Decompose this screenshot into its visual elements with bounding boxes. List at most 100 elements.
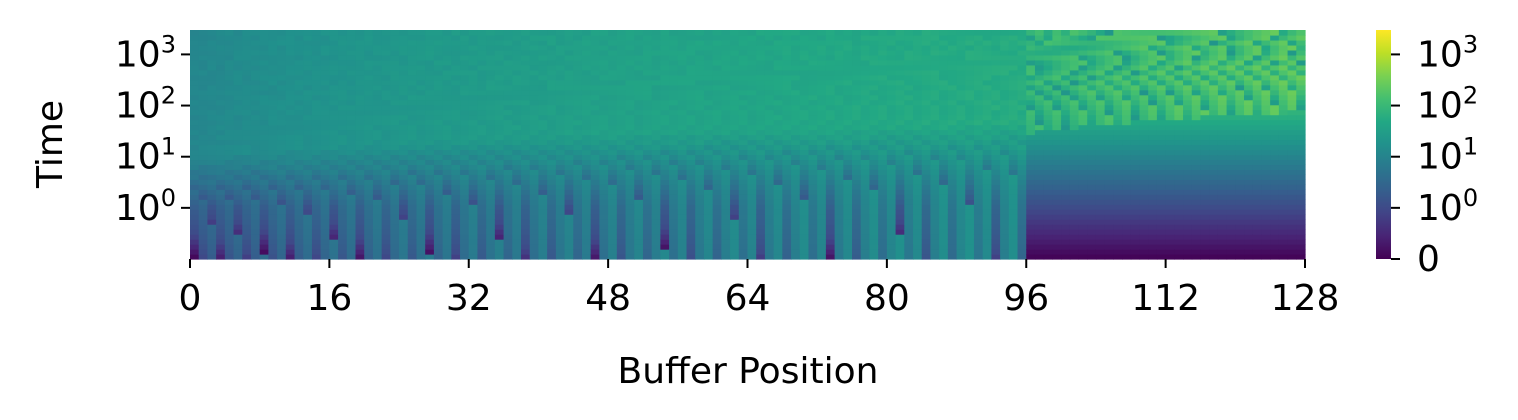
heatmap-cell [573,129,583,136]
heatmap-cell [878,64,888,71]
heatmap-cell [703,134,714,141]
heatmap-cell [1078,224,1088,230]
heatmap-cell [965,239,975,245]
heatmap-cell [268,239,278,245]
heatmap-cell [1034,119,1045,126]
heatmap-cell [930,169,940,175]
heatmap-cell [1104,84,1114,91]
heatmap-cell [1052,34,1062,41]
heatmap-cell [1087,199,1097,205]
heatmap-cell [660,54,670,61]
heatmap-cell [677,164,688,170]
heatmap-cell [346,254,357,260]
heatmap-cell [634,244,644,250]
heatmap-cell [608,214,618,220]
heatmap-cell [538,204,548,210]
heatmap-cell [869,44,879,51]
heatmap-cell [686,204,696,210]
heatmap-cell [259,139,269,146]
heatmap-cell [494,124,505,131]
heatmap-cell [843,239,853,245]
heatmap-cell [973,149,984,156]
heatmap-cell [190,139,200,146]
heatmap-cell [1061,249,1071,255]
heatmap-cell [425,169,435,175]
heatmap-cell [756,239,766,245]
heatmap-cell [564,99,574,106]
heatmap-cell [808,124,818,131]
heatmap-cell [1017,239,1027,245]
heatmap-cell [965,119,975,126]
heatmap-cell [782,194,792,200]
heatmap-cell [372,54,383,61]
heatmap-cell [555,224,566,230]
heatmap-cell [416,114,426,121]
heatmap-cell [250,189,261,195]
heatmap-cell [529,154,540,161]
heatmap-cell [329,54,339,61]
heatmap-cell [764,30,775,36]
heatmap-cell [947,144,958,151]
heatmap-cell [407,59,418,66]
heatmap-cell [555,214,566,220]
heatmap-cell [494,219,505,225]
heatmap-cell [224,129,235,136]
heatmap-cell [494,169,505,175]
heatmap-cell [538,30,548,36]
heatmap-cell [1104,254,1114,260]
heatmap-cell [817,204,827,210]
heatmap-cell [747,249,757,255]
heatmap-cell [538,44,548,51]
heatmap-cell [756,114,766,121]
heatmap-cell [1122,194,1132,200]
heatmap-cell [311,44,322,51]
heatmap-cell [721,234,731,240]
heatmap-cell [547,54,557,61]
heatmap-cell [773,144,783,151]
heatmap-cell [207,30,217,36]
heatmap-cell [686,109,696,116]
heatmap-cell [1095,144,1106,151]
heatmap-cell [886,159,897,166]
heatmap-cell [616,244,627,250]
heatmap-cell [294,94,304,101]
heatmap-cell [547,184,557,190]
heatmap-cell [207,54,217,61]
heatmap-cell [538,224,548,230]
heatmap-cell [660,224,670,230]
heatmap-cell [294,194,304,200]
heatmap-cell [503,139,513,146]
heatmap-cell [982,79,993,86]
heatmap-cell [608,194,618,200]
heatmap-cell [773,44,783,51]
heatmap-cell [1122,249,1132,255]
heatmap-cell [895,39,905,46]
heatmap-cell [712,214,722,220]
heatmap-cell [834,114,844,121]
heatmap-cell [686,249,696,255]
heatmap-cell [895,129,905,136]
heatmap-cell [904,104,914,111]
heatmap-cell [669,249,679,255]
heatmap-cell [973,209,984,215]
heatmap-cell [1113,179,1123,185]
heatmap-cell [460,209,470,215]
heatmap-cell [843,169,853,175]
heatmap-cell [250,229,261,235]
heatmap-cell [259,244,269,250]
heatmap-cell [660,34,670,41]
heatmap-cell [399,149,409,156]
heatmap-cell [947,134,958,141]
heatmap-cell [1069,174,1080,180]
heatmap-cell [242,144,252,151]
heatmap-cell [956,69,966,76]
heatmap-cell [756,224,766,230]
heatmap-cell [852,129,862,136]
heatmap-cell [825,254,836,260]
heatmap-cell [1000,254,1010,260]
heatmap-cell [355,124,365,131]
heatmap-cell [433,184,444,190]
heatmap-cell [808,89,818,96]
heatmap-cell [259,124,269,131]
heatmap-cell [224,139,235,146]
